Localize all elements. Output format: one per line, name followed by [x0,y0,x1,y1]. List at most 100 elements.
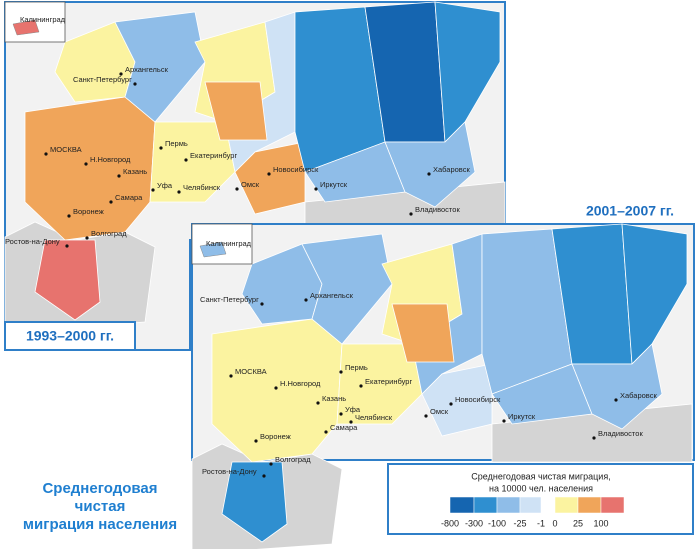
city-label: Иркутск [508,412,536,421]
city-dot [409,212,413,216]
city-dot [316,401,320,405]
region [221,461,288,543]
city-label: Санкт-Петербург [73,75,132,84]
city-label: Архангельск [125,65,169,74]
legend-swatch [473,496,498,514]
city-label: Волгоград [275,455,311,464]
inset-region [199,241,227,258]
caption: чистая [75,498,126,515]
city-label: Ростов-на-Дону [5,237,60,246]
city-dot [274,386,278,390]
region [621,223,688,365]
city-label: Иркутск [320,180,348,189]
city-dot [269,462,273,466]
city-label: Хабаровск [433,165,470,174]
legend-swatch [449,496,475,514]
city-dot [339,412,343,416]
legend-tick-label: -800 [441,518,459,528]
legend-swatch [600,496,625,514]
city-label: Казань [322,394,346,403]
region [204,81,268,141]
city-dot [339,370,343,374]
legend-swatch [496,496,521,514]
city-label: Омск [241,180,260,189]
region [34,239,101,321]
period-label: 2001–2007 гг. [586,203,674,219]
city-dot [44,152,48,156]
city-label: Хабаровск [620,391,657,400]
legend-title: на 10000 чел. населения [489,483,593,493]
city-label: МОСКВА [50,145,82,154]
legend-tick-label: -1 [537,518,545,528]
city-dot [229,374,233,378]
city-label: Екатеринбург [190,151,237,160]
city-label: Воронеж [260,432,291,441]
city-dot [592,436,596,440]
city-dot [324,430,328,434]
region [434,1,501,143]
city-dot [184,158,188,162]
city-label: Новосибирск [273,165,319,174]
city-dot [85,236,89,240]
caption: Среднегодовая [42,480,157,497]
legend-swatch [554,496,579,514]
city-label: Уфа [345,405,361,414]
city-dot [262,474,266,478]
city-label: Пермь [345,363,368,372]
city-label: Новосибирск [455,395,501,404]
city-label: Казань [123,167,147,176]
city-dot [267,172,271,176]
city-label: Воронеж [73,207,104,216]
city-dot [349,420,353,424]
city-dot [359,384,363,388]
city-dot [159,146,163,150]
city-dot [304,298,308,302]
city-dot [614,398,618,402]
legend-tick-label: -300 [465,518,483,528]
city-dot [177,190,181,194]
city-label: Волгоград [91,229,127,238]
caption: миграция населения [23,516,177,533]
legend-swatch [577,496,602,514]
legend-tick-label: 25 [573,518,583,528]
city-label: Калининград [206,239,252,248]
region [571,343,663,430]
city-label: Владивосток [598,429,643,438]
legend-tick-label: 100 [593,518,608,528]
city-label: Н.Новгород [280,379,321,388]
city-label: Ростов-на-Дону [202,467,257,476]
city-label: Самара [115,193,143,202]
city-dot [65,244,69,248]
city-dot [427,172,431,176]
city-dot [117,174,121,178]
city-dot [133,82,137,86]
city-label: Челябинск [183,183,221,192]
city-label: Самара [330,423,358,432]
legend-tick-label: -100 [488,518,506,528]
city-label: Уфа [157,181,173,190]
city-dot [254,439,258,443]
city-label: Санкт-Петербург [200,295,259,304]
region [391,303,455,363]
region [336,343,423,425]
period-box [4,321,136,351]
city-label: Пермь [165,139,188,148]
city-dot [67,214,71,218]
city-dot [260,302,264,306]
legend-swatch [519,496,542,514]
city-label: Владивосток [415,205,460,214]
city-dot [84,162,88,166]
city-dot [502,419,506,423]
city-label: Архангельск [310,291,354,300]
city-label: Н.Новгород [90,155,131,164]
city-dot [119,72,123,76]
city-label: Калининград [20,15,66,24]
inset-region [12,19,40,36]
city-label: Екатеринбург [365,377,412,386]
city-dot [235,187,239,191]
region [384,121,476,208]
city-label: МОСКВА [235,367,267,376]
city-label: Челябинск [355,413,393,422]
city-dot [449,402,453,406]
